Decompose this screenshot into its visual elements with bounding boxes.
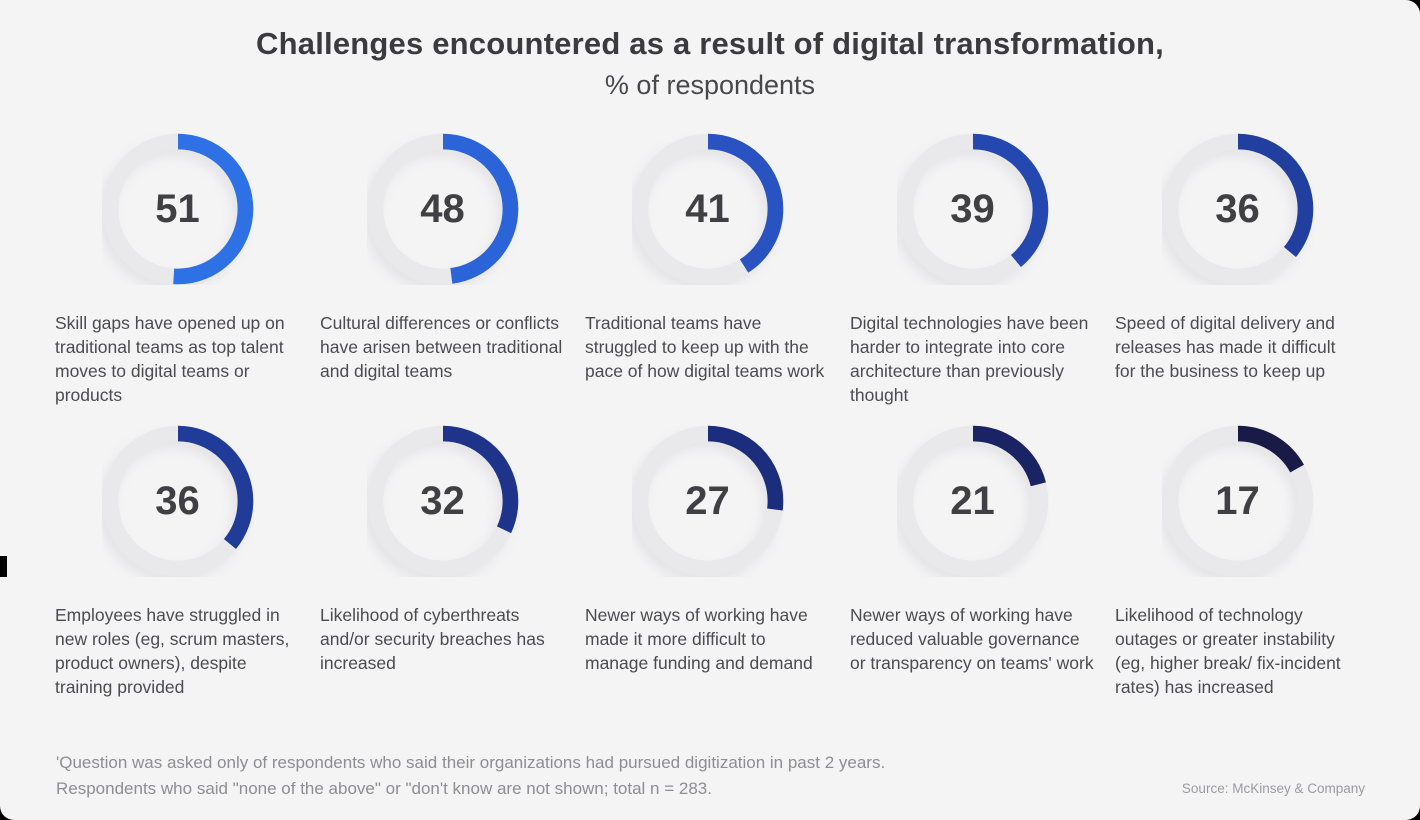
donut-number: 41: [685, 186, 730, 231]
donut-svg: [367, 426, 518, 577]
donut-card: 21 Newer ways of working have reduced va…: [850, 425, 1095, 699]
donut-value-arc: [367, 134, 518, 285]
donut-label: Newer ways of working have made it more …: [585, 605, 813, 674]
donut-svg: [897, 134, 1048, 285]
donut-number: 39: [950, 186, 995, 231]
donut-label: Likelihood of technology outages or grea…: [1115, 605, 1341, 698]
donut-value-arc: [367, 426, 518, 577]
donut-ring: 21: [897, 425, 1049, 577]
donut-number: 48: [420, 186, 465, 231]
donut-number: 36: [1215, 186, 1260, 231]
donut-card: 17 Likelihood of technology outages or g…: [1115, 425, 1360, 699]
donut-ring: 51: [102, 133, 254, 285]
donut-svg: [632, 134, 783, 285]
donut-value-arc: [897, 134, 1048, 285]
donut-number: 17: [1215, 478, 1260, 523]
donut-card: 48 Cultural differences or conflicts hav…: [320, 133, 565, 407]
donut-label: Speed of digital delivery and releases h…: [1115, 313, 1336, 382]
donut-value-arc: [632, 134, 783, 285]
donut-svg: [367, 134, 518, 285]
donut-label: Skill gaps have opened up on traditional…: [55, 313, 285, 406]
donut-label: Digital technologies have been harder to…: [850, 313, 1089, 406]
donut-number: 32: [420, 478, 465, 523]
donut-svg: [102, 426, 253, 577]
donut-value-arc: [102, 134, 253, 285]
footnote-line-1: 'Question was asked only of respondents …: [56, 753, 886, 772]
donut-card: 51 Skill gaps have opened up on traditio…: [55, 133, 300, 407]
donut-ring: 48: [367, 133, 519, 285]
donut-value-arc: [1162, 134, 1313, 285]
donut-card: 27 Newer ways of working have made it mo…: [585, 425, 830, 699]
donut-number: 27: [685, 478, 730, 523]
donut-label: Traditional teams have struggled to keep…: [585, 313, 825, 382]
chart-subtitle: % of respondents: [604, 70, 816, 101]
donut-card: 32 Likelihood of cyberthreats and/or sec…: [320, 425, 565, 699]
donut-ring: 36: [1162, 133, 1314, 285]
donut-number: 51: [155, 186, 200, 231]
chart-title: Challenges encountered as a result of di…: [256, 26, 1164, 61]
footnote: 'Question was asked only of respondents …: [56, 750, 885, 802]
donut-ring: 36: [102, 425, 254, 577]
donut-svg: [632, 426, 783, 577]
source-credit: Source: McKinsey & Company: [1181, 781, 1365, 796]
donut-svg: [1162, 134, 1313, 285]
donut-ring: 17: [1162, 425, 1314, 577]
donut-value-arc: [1162, 426, 1313, 577]
donut-card: 41 Traditional teams have struggled to k…: [585, 133, 830, 407]
donut-ring: 32: [367, 425, 519, 577]
donut-ring: 41: [632, 133, 784, 285]
donut-value-arc: [632, 426, 783, 577]
donut-svg: [1162, 426, 1313, 577]
donut-label: Employees have struggled in new roles (e…: [55, 605, 290, 698]
donut-grid: 51 Skill gaps have opened up on traditio…: [0, 133, 1420, 699]
donut-number: 21: [950, 478, 995, 523]
donut-label: Cultural differences or conflicts have a…: [320, 313, 563, 382]
donut-ring: 27: [632, 425, 784, 577]
donut-svg: [102, 134, 253, 285]
donut-number: 36: [155, 478, 200, 523]
donut-card: 36 Employees have struggled in new roles…: [55, 425, 300, 699]
donut-svg: [897, 426, 1048, 577]
donut-label: Newer ways of working have reduced valua…: [850, 605, 1094, 674]
footnote-line-2: Respondents who said "none of the above"…: [56, 779, 712, 798]
title-block: Challenges encountered as a result of di…: [0, 0, 1420, 103]
donut-value-arc: [897, 426, 1048, 577]
donut-card: 36 Speed of digital delivery and release…: [1115, 133, 1360, 407]
donut-card: 39 Digital technologies have been harder…: [850, 133, 1095, 407]
donut-value-arc: [102, 426, 253, 577]
screen-edge-artifact: [0, 556, 7, 577]
donut-ring: 39: [897, 133, 1049, 285]
donut-label: Likelihood of cyberthreats and/or securi…: [320, 605, 545, 674]
